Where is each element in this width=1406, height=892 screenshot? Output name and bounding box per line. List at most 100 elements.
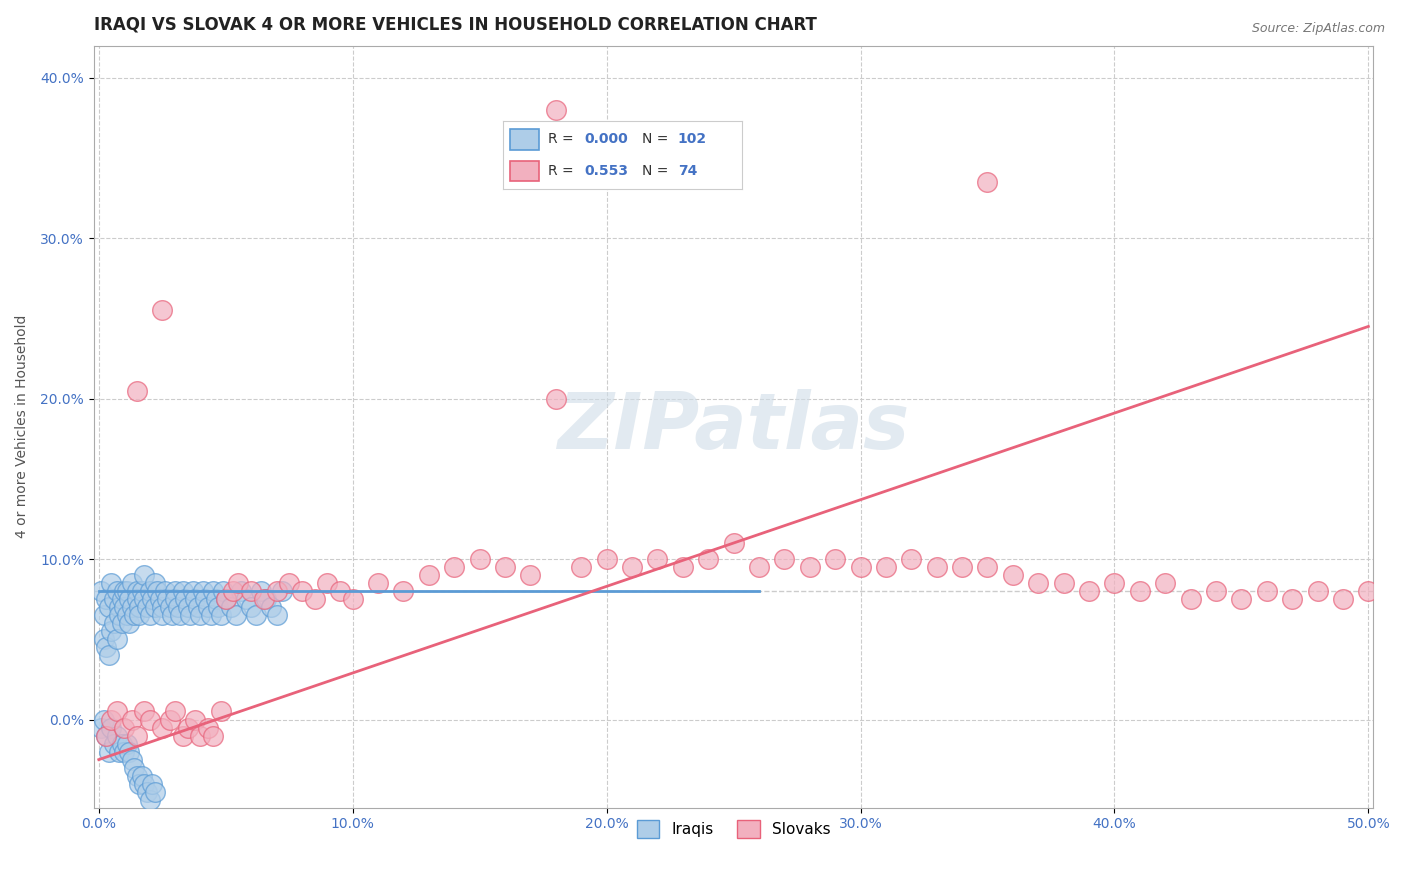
Point — [1230, 592, 1253, 607]
Point — [215, 592, 238, 607]
Point — [103, 616, 125, 631]
Point — [204, 592, 226, 607]
Text: N =: N = — [641, 132, 672, 146]
Text: N =: N = — [641, 164, 672, 178]
Point — [100, 576, 122, 591]
Point — [188, 608, 211, 623]
Point — [153, 584, 176, 599]
Y-axis label: 4 or more Vehicles in Household: 4 or more Vehicles in Household — [15, 315, 30, 539]
Point — [215, 592, 238, 607]
Point — [172, 584, 194, 599]
Point — [118, 592, 141, 607]
Point — [121, 753, 143, 767]
Point — [141, 777, 163, 791]
Point — [118, 745, 141, 759]
Point — [1053, 576, 1076, 591]
Point — [125, 592, 148, 607]
Point — [100, 624, 122, 639]
Point — [162, 608, 184, 623]
Point — [149, 592, 172, 607]
Point — [105, 584, 128, 599]
Point — [1205, 584, 1227, 599]
Point — [93, 608, 115, 623]
Point — [124, 608, 146, 623]
Point — [112, 745, 135, 759]
Point — [925, 560, 948, 574]
Point — [875, 560, 897, 574]
Point — [222, 584, 245, 599]
Point — [519, 568, 541, 582]
Point — [900, 552, 922, 566]
Point — [159, 713, 181, 727]
Point — [121, 713, 143, 727]
Point — [141, 592, 163, 607]
Point — [723, 536, 745, 550]
Point — [329, 584, 352, 599]
Point — [219, 600, 242, 615]
Point — [254, 592, 277, 607]
Point — [291, 584, 314, 599]
Point — [100, 721, 122, 735]
Text: 102: 102 — [678, 132, 707, 146]
Point — [146, 584, 169, 599]
Point — [138, 793, 160, 807]
Point — [184, 592, 207, 607]
Point — [950, 560, 973, 574]
Point — [209, 705, 232, 719]
Point — [184, 713, 207, 727]
FancyBboxPatch shape — [510, 129, 538, 150]
Point — [748, 560, 770, 574]
Point — [544, 103, 567, 117]
Point — [143, 785, 166, 799]
Text: R =: R = — [548, 164, 578, 178]
Point — [112, 584, 135, 599]
Point — [125, 384, 148, 398]
Point — [108, 745, 131, 759]
Point — [115, 737, 138, 751]
Point — [187, 600, 209, 615]
Point — [176, 721, 198, 735]
Point — [1306, 584, 1329, 599]
FancyBboxPatch shape — [510, 161, 538, 181]
Point — [240, 584, 263, 599]
Point — [159, 600, 181, 615]
Point — [197, 721, 219, 735]
Point — [209, 608, 232, 623]
Text: IRAQI VS SLOVAK 4 OR MORE VEHICLES IN HOUSEHOLD CORRELATION CHART: IRAQI VS SLOVAK 4 OR MORE VEHICLES IN HO… — [94, 15, 817, 33]
Point — [569, 560, 592, 574]
Point — [150, 608, 173, 623]
Point — [194, 592, 217, 607]
Point — [128, 608, 150, 623]
Point — [111, 592, 134, 607]
Point — [266, 584, 288, 599]
Point — [207, 600, 229, 615]
Point — [266, 608, 288, 623]
Point — [443, 560, 465, 574]
Point — [163, 584, 186, 599]
Point — [229, 584, 252, 599]
Point — [250, 584, 273, 599]
Point — [225, 608, 247, 623]
Point — [96, 640, 118, 655]
Point — [138, 713, 160, 727]
Point — [976, 560, 998, 574]
Point — [105, 729, 128, 743]
Point — [93, 713, 115, 727]
Point — [245, 608, 267, 623]
Point — [270, 584, 292, 599]
Point — [150, 721, 173, 735]
Point — [121, 600, 143, 615]
Point — [115, 584, 138, 599]
Point — [494, 560, 516, 574]
Point — [212, 584, 235, 599]
Point — [163, 592, 186, 607]
Point — [150, 303, 173, 318]
Point — [112, 600, 135, 615]
Point — [156, 592, 179, 607]
Point — [125, 729, 148, 743]
Point — [1180, 592, 1202, 607]
Point — [125, 769, 148, 783]
Point — [1104, 576, 1126, 591]
Point — [1256, 584, 1278, 599]
Point — [96, 729, 118, 743]
